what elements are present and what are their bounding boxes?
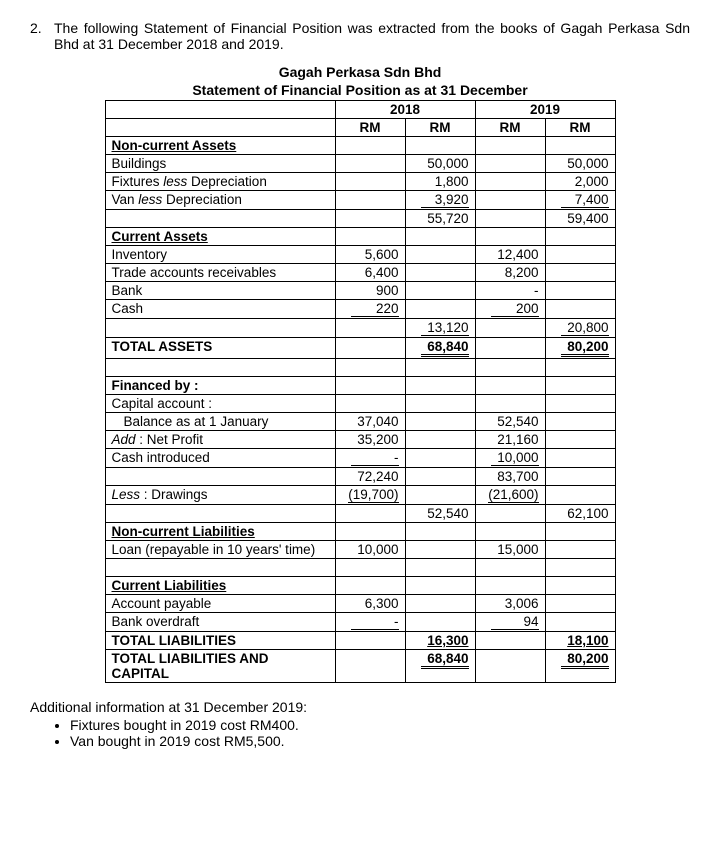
cell: 68,840	[405, 338, 475, 359]
cell: -	[475, 282, 545, 300]
row-cash-introduced: Cash introduced	[105, 449, 335, 468]
year-2018: 2018	[335, 101, 475, 119]
company-name: Gagah Perkasa Sdn Bhd	[30, 64, 690, 80]
cell: 16,300	[405, 632, 475, 650]
cell: 20,800	[545, 319, 615, 338]
cell: 50,000	[545, 155, 615, 173]
question-text: The following Statement of Financial Pos…	[54, 20, 690, 52]
col-rm: RM	[475, 119, 545, 137]
section-ncl: Non-current Liabilities	[105, 523, 335, 541]
cell: 6,400	[335, 264, 405, 282]
col-rm: RM	[335, 119, 405, 137]
cell: 3,920	[405, 191, 475, 210]
additional-heading: Additional information at 31 December 20…	[30, 699, 690, 715]
col-rm: RM	[405, 119, 475, 137]
cell: 80,200	[545, 650, 615, 683]
cell: 3,006	[475, 595, 545, 613]
question-block: 2. The following Statement of Financial …	[30, 20, 690, 52]
section-ca: Current Assets	[105, 228, 335, 246]
cell: 7,400	[545, 191, 615, 210]
row-cash: Cash	[105, 300, 335, 319]
cell: 1,800	[405, 173, 475, 191]
cell: 5,600	[335, 246, 405, 264]
cell: 72,240	[335, 468, 405, 486]
row-loan: Loan (repayable in 10 years' time)	[105, 541, 335, 559]
cell: 10,000	[335, 541, 405, 559]
row-van: Van less Depreciation	[105, 191, 335, 210]
additional-info: Additional information at 31 December 20…	[30, 699, 690, 749]
cell: 80,200	[545, 338, 615, 359]
cell: 900	[335, 282, 405, 300]
col-rm: RM	[545, 119, 615, 137]
row-ap: Account payable	[105, 595, 335, 613]
cell: 52,540	[475, 413, 545, 431]
section-nca: Non-current Assets	[105, 137, 335, 155]
cell: 59,400	[545, 210, 615, 228]
cell: 6,300	[335, 595, 405, 613]
row-total-assets: TOTAL ASSETS	[105, 338, 335, 359]
row-total-liab: TOTAL LIABILITIES	[105, 632, 335, 650]
row-tar: Trade accounts receivables	[105, 264, 335, 282]
cell: 15,000	[475, 541, 545, 559]
cell: 18,100	[545, 632, 615, 650]
cell: 94	[475, 613, 545, 632]
cell: 55,720	[405, 210, 475, 228]
cell: 50,000	[405, 155, 475, 173]
cell: 10,000	[475, 449, 545, 468]
cell: 52,540	[405, 505, 475, 523]
cell: 68,840	[405, 650, 475, 683]
bullet-van: Van bought in 2019 cost RM5,500.	[70, 733, 690, 749]
year-2019: 2019	[475, 101, 615, 119]
cell: (21,600)	[475, 486, 545, 505]
question-number: 2.	[30, 20, 54, 52]
bullet-fixtures: Fixtures bought in 2019 cost RM400.	[70, 717, 690, 733]
row-overdraft: Bank overdraft	[105, 613, 335, 632]
cell: (19,700)	[335, 486, 405, 505]
row-balance: Balance as at 1 January	[105, 413, 335, 431]
financial-table: 2018 2019 RM RM RM RM Non-current Assets…	[105, 100, 616, 683]
row-buildings: Buildings	[105, 155, 335, 173]
statement-title: Statement of Financial Position as at 31…	[30, 82, 690, 98]
cell: 35,200	[335, 431, 405, 449]
cell: 200	[475, 300, 545, 319]
cell: 13,120	[405, 319, 475, 338]
cell: 2,000	[545, 173, 615, 191]
cell: 21,160	[475, 431, 545, 449]
row-bank: Bank	[105, 282, 335, 300]
cell: -	[335, 449, 405, 468]
cell: -	[335, 613, 405, 632]
cell: 37,040	[335, 413, 405, 431]
row-capital: Capital account :	[105, 395, 335, 413]
cell: 12,400	[475, 246, 545, 264]
cell: 83,700	[475, 468, 545, 486]
cell: 62,100	[545, 505, 615, 523]
row-drawings: Less : Drawings	[105, 486, 335, 505]
row-total-liab-cap: TOTAL LIABILITIES AND CAPITAL	[105, 650, 335, 683]
section-cl: Current Liabilities	[105, 577, 335, 595]
row-net-profit: Add : Net Profit	[105, 431, 335, 449]
cell: 220	[335, 300, 405, 319]
row-fixtures: Fixtures less Depreciation	[105, 173, 335, 191]
cell: 8,200	[475, 264, 545, 282]
row-inventory: Inventory	[105, 246, 335, 264]
row-financed-by: Financed by :	[105, 377, 335, 395]
